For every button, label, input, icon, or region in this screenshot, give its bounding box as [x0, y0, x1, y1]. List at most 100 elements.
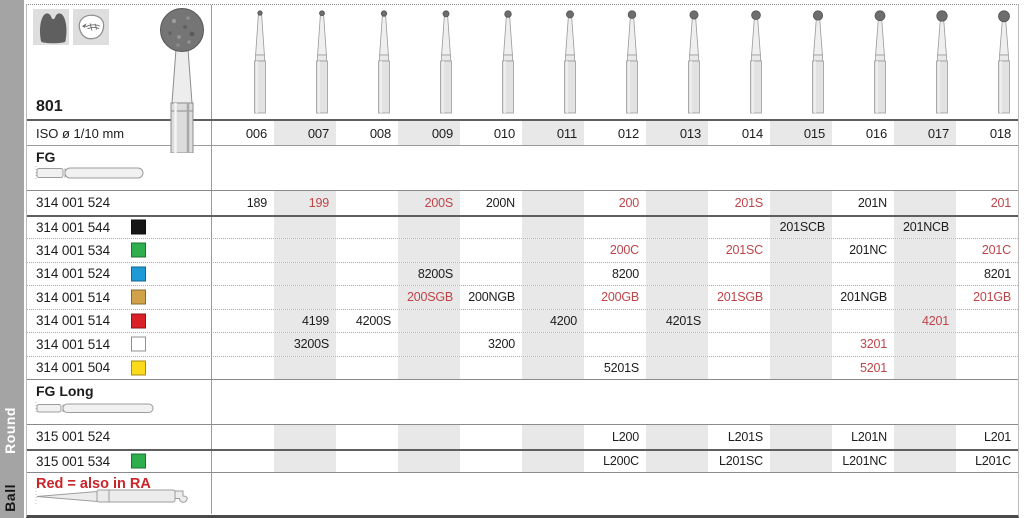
order-code-cell: 314 001 514: [27, 333, 212, 356]
bur-code-cell: [894, 262, 956, 285]
section-header-spacer: [212, 146, 1018, 190]
bur-code-cell: 200NGB: [468, 290, 515, 305]
bur-code-cell: [646, 239, 708, 262]
bur-code-cell: [770, 450, 832, 472]
bur-code-cell: [460, 310, 522, 333]
bur-code-cell: L201NC: [842, 454, 887, 469]
figure-header-cell: 801: [27, 5, 212, 154]
round-bur-size-icon: [212, 5, 274, 119]
bur-code-cell: [584, 217, 646, 239]
bur-code-cell: 201NC: [849, 243, 887, 258]
footnote-spacer: [212, 473, 1018, 514]
bur-code-cell: [956, 333, 1018, 356]
bur-code-cell: 200GB: [601, 290, 639, 305]
grit-color-swatch-black: [131, 219, 146, 235]
bur-code-cell: [274, 239, 336, 262]
iso-size: 012: [617, 125, 639, 141]
order-code: 314 001 514: [36, 289, 110, 305]
bur-code-cell: [212, 357, 274, 380]
grit-color-swatch-gold: [131, 289, 146, 305]
bur-code-cell: [522, 356, 584, 379]
bur-code-cell: [274, 262, 336, 285]
bur-code-cell: [212, 310, 274, 333]
bur-code-cell: [770, 356, 832, 379]
bur-code-cell: L201N: [851, 429, 887, 444]
bur-code-cell: [894, 356, 956, 379]
bur-code-cell: [460, 239, 522, 262]
bur-code-cell: [770, 191, 832, 215]
bur-code-cell: [646, 425, 708, 449]
table-row: 314 001 524 8200S 8200 8201: [27, 261, 1018, 286]
catalog-table-body-fg: 314 001 524 189 199 200S 200N 200 201S 201N 201 3…: [27, 191, 1018, 379]
bur-code-cell: 201NGB: [840, 290, 887, 305]
bur-code-cell: 5201S: [603, 360, 639, 375]
bur-code-cell: [212, 239, 274, 262]
round-bur-size-icon: [336, 5, 398, 119]
table-row: 314 001 504 5201S 5201: [27, 355, 1018, 380]
iso-size: 014: [741, 125, 763, 141]
bur-code-cell: [832, 310, 894, 333]
bur-code-cell: [708, 333, 770, 356]
table-row: 314 001 524 189 199 200S 200N 200 201S 201N 201: [27, 191, 1018, 215]
bur-code-cell: 201NCB: [894, 216, 956, 238]
round-bur-size-icon: [274, 5, 336, 119]
figure-number: 801: [36, 98, 63, 115]
iso-size-row: ISO ø 1/10 mm 006 007 008 009 010 011 012 013 01…: [27, 119, 1018, 146]
fg-shank-icon: [35, 165, 145, 186]
bur-code-cell: [708, 263, 770, 286]
ra-shank-icon: [35, 486, 195, 511]
bur-code-cell: 200: [618, 195, 639, 210]
bur-code-cell: [770, 286, 832, 309]
section-label-cell: FG Long: [27, 380, 212, 424]
footnote-cell: Red = also in RA: [27, 473, 212, 514]
bur-code-cell: [460, 357, 522, 380]
bur-code-cell: [646, 450, 708, 472]
bur-code-cell: 201S: [734, 195, 764, 210]
bur-code-cell: [398, 356, 460, 379]
catalog-table-body-fg-long: 315 001 524 L200 L201S L201N L201 315 001 534…: [27, 425, 1018, 472]
order-code: 315 001 534: [36, 453, 110, 469]
round-bur-size-icon: [708, 5, 770, 119]
bur-code-cell: [522, 450, 584, 472]
round-bur-size-icon: [770, 5, 832, 119]
bur-code-cell: [522, 239, 584, 262]
bur-code-cell: 201N: [857, 195, 887, 210]
bur-code-cell: [770, 239, 832, 262]
bur-code-cell: [336, 451, 398, 473]
order-code-cell: 314 001 514: [27, 286, 212, 309]
bur-code-cell: [584, 310, 646, 333]
bur-code-cell: [708, 217, 770, 239]
bur-code-cell: [522, 425, 584, 449]
order-code: 314 001 514: [36, 313, 110, 329]
table-row: 314 001 514 3200S 3200 3201: [27, 332, 1018, 356]
catalog-table: 801: [26, 4, 1019, 518]
table-row: 314 001 534 200C 201SC 201NC 201C: [27, 238, 1018, 262]
order-code-cell: 314 001 524: [27, 191, 212, 215]
footnote-row: Red = also in RA: [27, 472, 1018, 514]
bur-code-cell: [212, 425, 274, 449]
round-bur-size-icon: [646, 5, 708, 119]
bur-code-cell: [770, 333, 832, 356]
section-header-fg-long: FG Long: [27, 379, 1018, 425]
illustration-row: 801: [27, 5, 1018, 154]
bur-code-cell: [398, 239, 460, 262]
iso-label: ISO ø 1/10 mm: [27, 121, 212, 145]
bur-code-cell: [770, 425, 832, 449]
bur-code-cell: 8200: [611, 266, 639, 281]
bur-code-cell: 4199: [274, 309, 336, 332]
iso-size: 008: [369, 125, 391, 141]
bur-code-cell: [398, 216, 460, 238]
grit-color-swatch-red: [131, 313, 146, 329]
bur-code-cell: [336, 357, 398, 380]
bur-code-cell: [212, 333, 274, 356]
bur-code-cell: [770, 309, 832, 332]
bur-code-cell: [212, 451, 274, 473]
bur-code-cell: [460, 263, 522, 286]
bur-code-cell: 4201S: [646, 309, 708, 332]
round-bur-size-icon: [522, 5, 584, 119]
bur-code-cell: [894, 450, 956, 472]
bur-code-cell: [708, 357, 770, 380]
bur-code-cell: 4201: [894, 309, 956, 332]
order-code: 314 001 534: [36, 242, 110, 258]
bur-code-cell: [522, 333, 584, 356]
